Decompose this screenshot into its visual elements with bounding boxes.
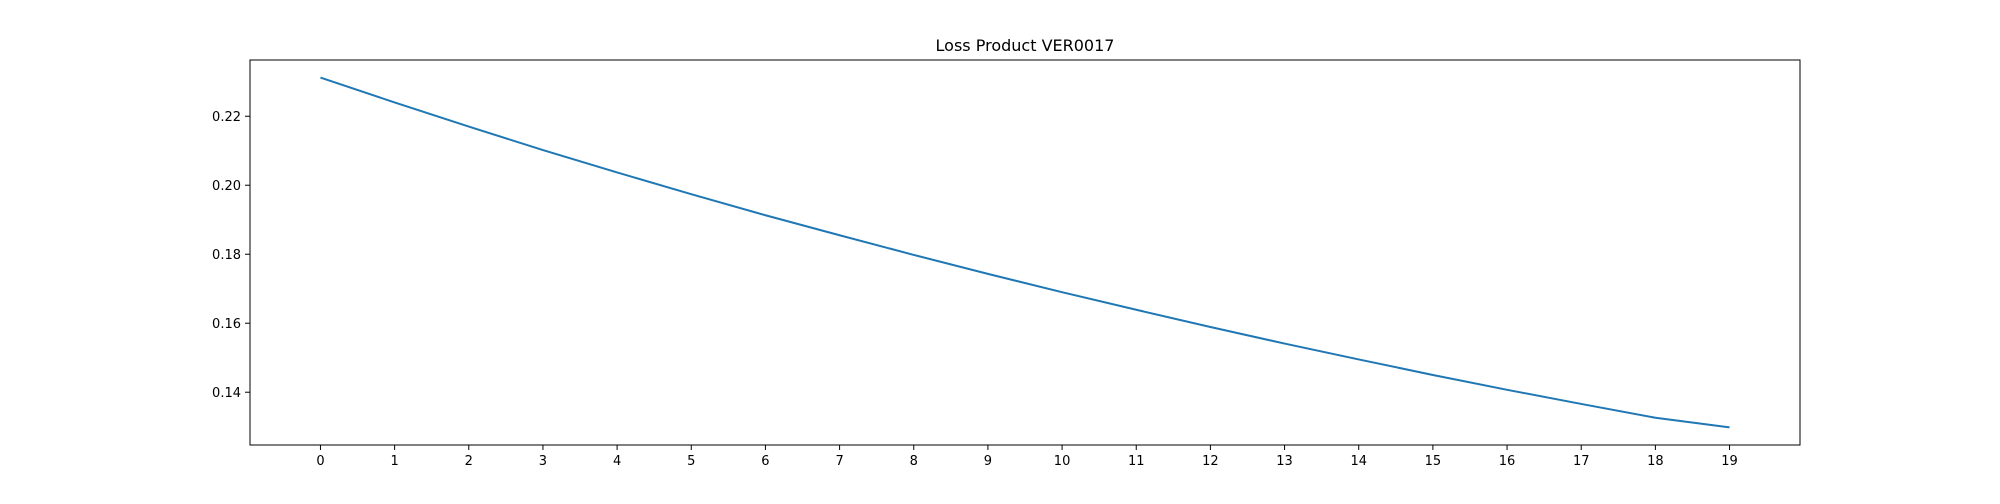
x-tick-label: 0 — [316, 454, 324, 469]
y-tick-label: 0.22 — [212, 110, 241, 125]
x-tick-label: 7 — [835, 454, 843, 469]
x-tick-label: 1 — [390, 454, 398, 469]
x-tick-label: 3 — [539, 454, 547, 469]
x-tick-label: 18 — [1647, 454, 1664, 469]
y-tick-label: 0.20 — [212, 179, 241, 194]
y-tick-label: 0.18 — [212, 248, 241, 263]
x-tick-label: 2 — [465, 454, 473, 469]
x-tick-label: 17 — [1573, 454, 1590, 469]
x-tick-label: 4 — [613, 454, 621, 469]
x-tick-label: 11 — [1128, 454, 1145, 469]
x-tick-label: 6 — [761, 454, 769, 469]
x-tick-label: 14 — [1350, 454, 1367, 469]
x-tick-label: 16 — [1499, 454, 1516, 469]
chart-title: Loss Product VER0017 — [936, 36, 1115, 55]
x-tick-label: 9 — [984, 454, 992, 469]
x-tick-label: 8 — [910, 454, 918, 469]
plot-frame — [249, 59, 1801, 446]
x-tick-label: 13 — [1276, 454, 1293, 469]
y-tick-label: 0.14 — [212, 386, 241, 401]
x-tick-label: 10 — [1054, 454, 1071, 469]
x-tick-label: 19 — [1721, 454, 1738, 469]
y-tick-label: 0.16 — [212, 317, 241, 332]
series-line — [320, 76, 1730, 429]
plot-area: 0 1 2 3 4 5 6 7 8 9 10 11 12 13 14 15 16 17 18 190.140.160.… — [212, 76, 1738, 469]
x-tick-label: 15 — [1425, 454, 1442, 469]
x-tick-label: 5 — [687, 454, 695, 469]
x-tick-label: 12 — [1202, 454, 1219, 469]
